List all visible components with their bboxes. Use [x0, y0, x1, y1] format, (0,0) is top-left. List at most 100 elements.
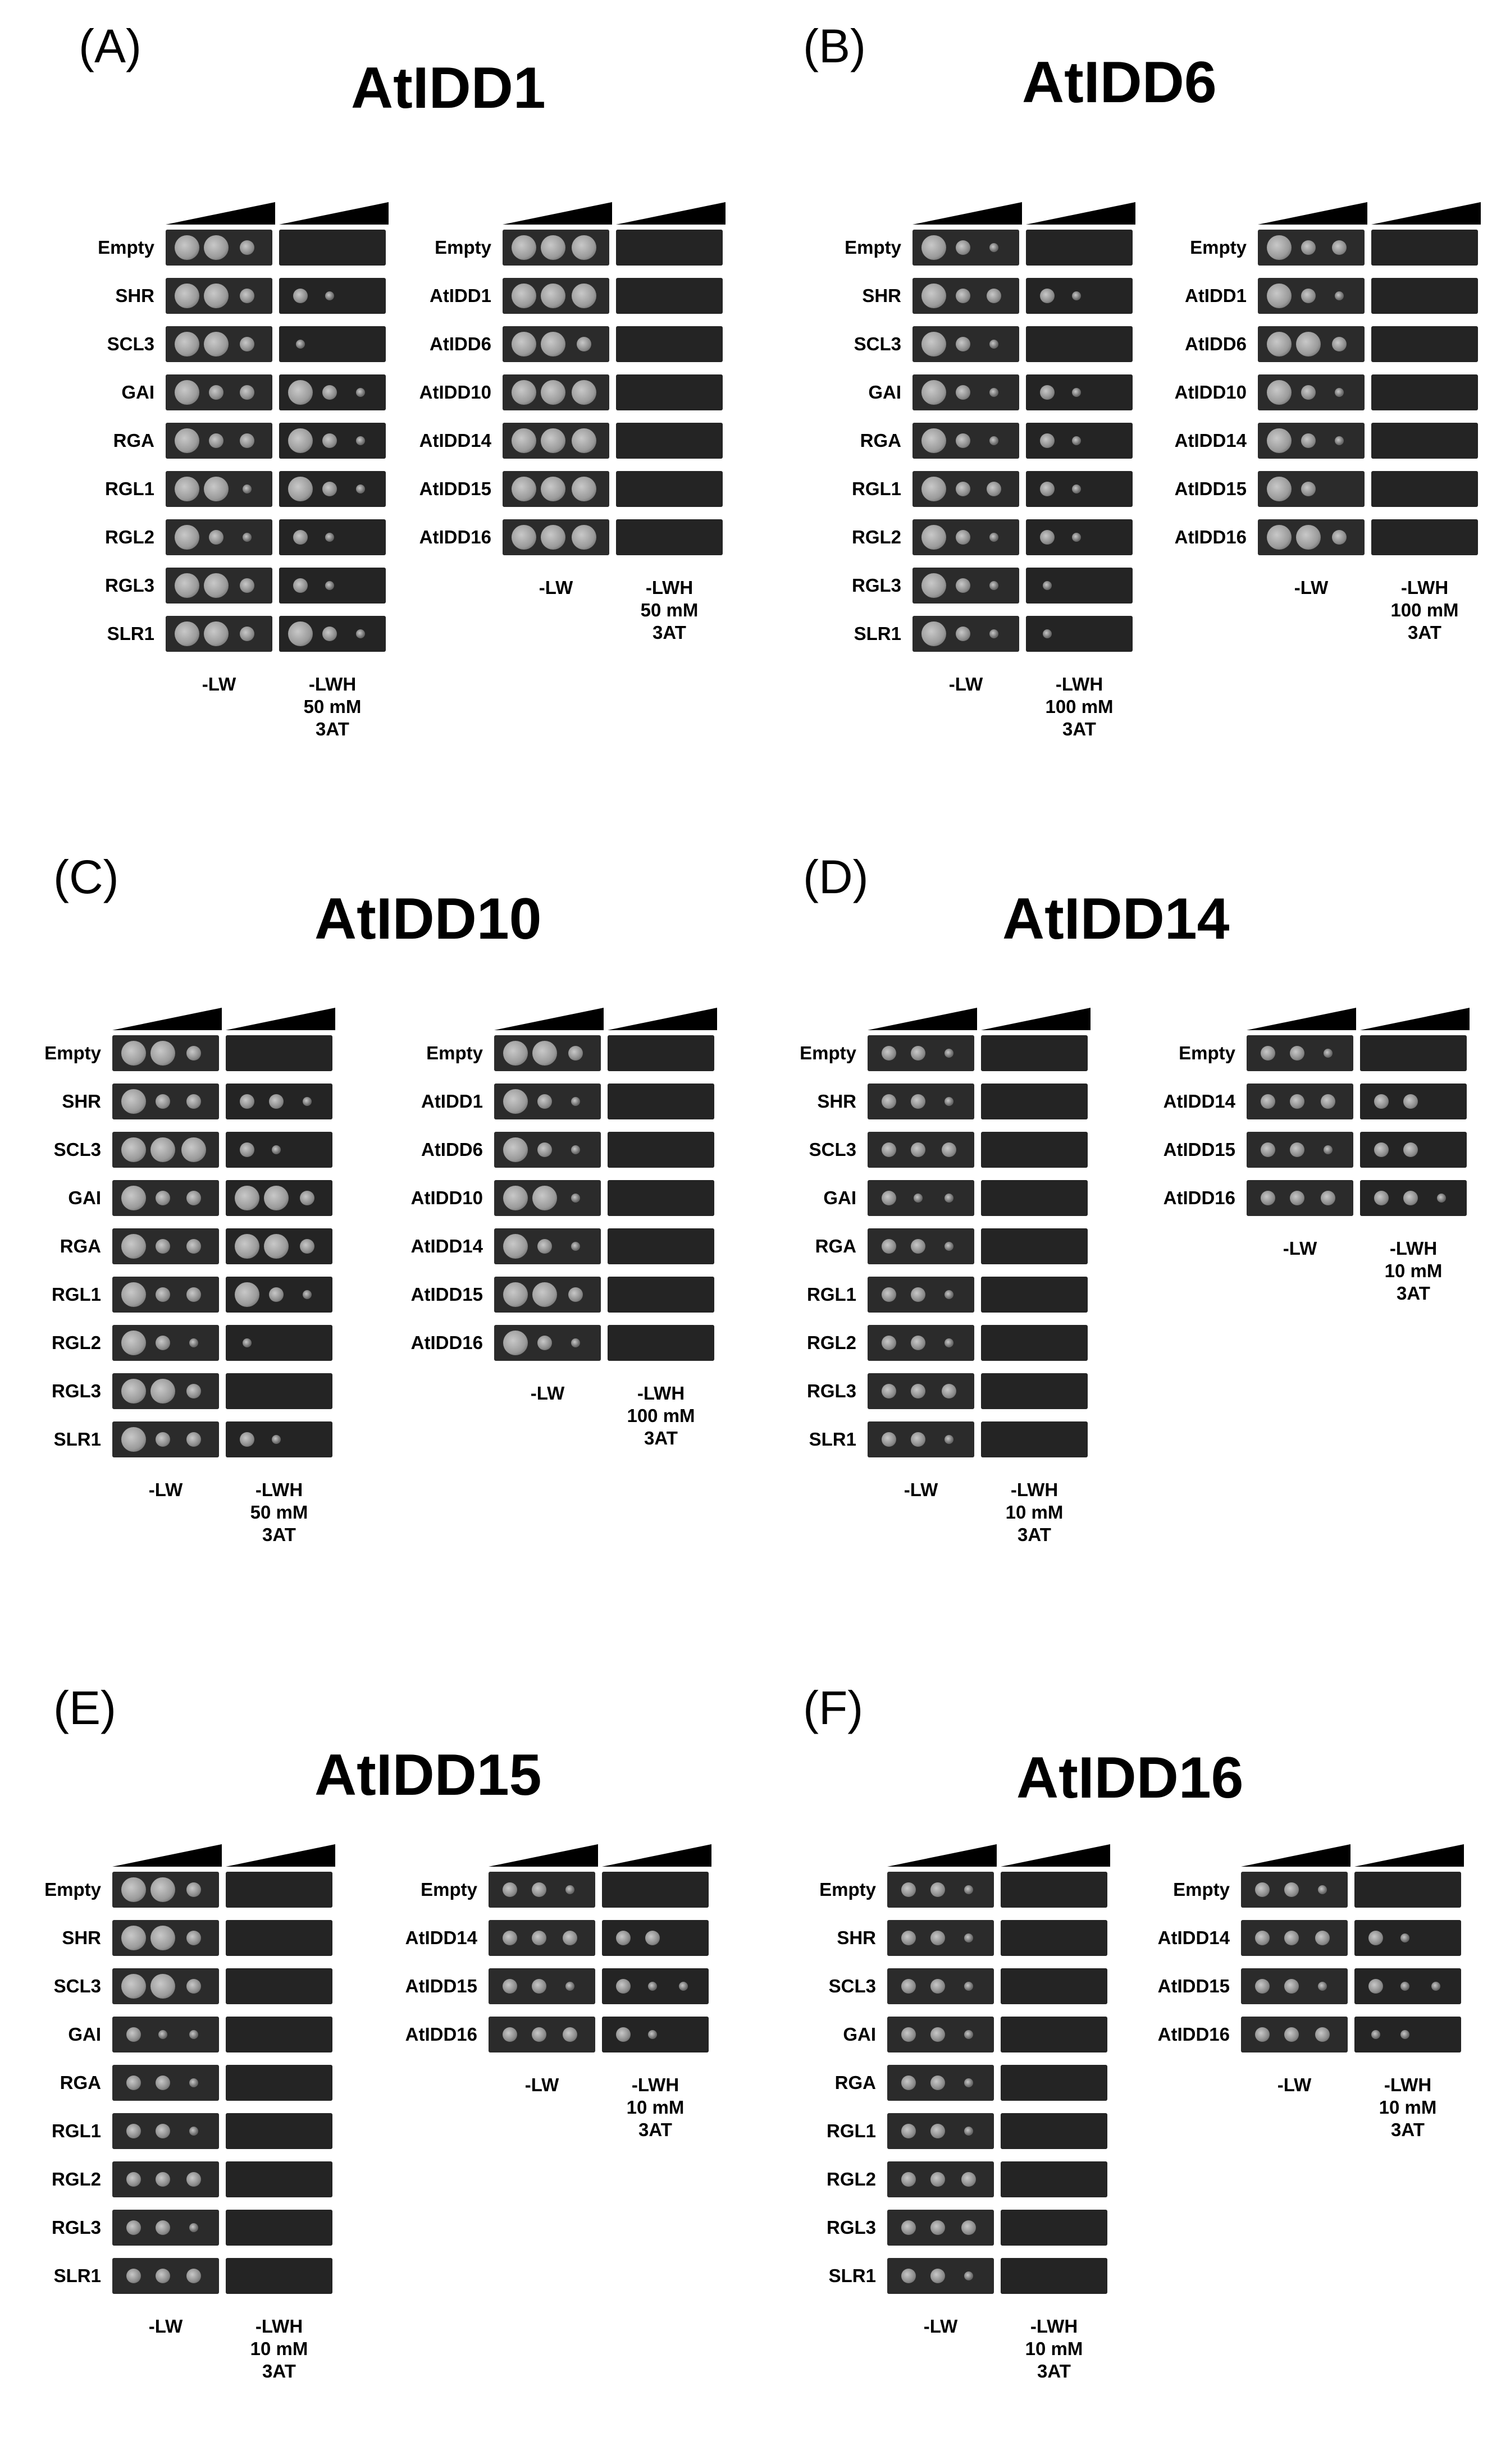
- yeast-colony-spot: [1040, 482, 1055, 496]
- lw-plate: [1247, 1084, 1353, 1119]
- yeast-colony-spot: [264, 1186, 289, 1210]
- yeast-colony-spot: [571, 1194, 580, 1203]
- yeast-colony-spot: [921, 525, 946, 550]
- lw-plate: [166, 230, 272, 266]
- lwh-3at-concentration-label: 100 mM 3AT: [1390, 600, 1459, 643]
- row-label: SLR1: [854, 623, 901, 644]
- lw-plate: [112, 1132, 219, 1168]
- lw-plate: [112, 1325, 219, 1361]
- yeast-colony-spot: [616, 1979, 631, 1994]
- yeast-colony-spot: [288, 428, 313, 453]
- panel-letter: (C): [53, 851, 119, 903]
- lw-plate: [503, 471, 609, 507]
- dilution-wedge-icon: [226, 1844, 335, 1867]
- yeast-colony-spot: [503, 1089, 528, 1114]
- lw-plate: [112, 2113, 219, 2149]
- lwh-plate: [981, 1132, 1088, 1168]
- yeast-colony-spot: [537, 1142, 552, 1157]
- lwh-plate: [1371, 423, 1478, 459]
- lw-plate: [166, 471, 272, 507]
- row-label: SHR: [62, 1927, 101, 1948]
- yeast-colony-spot: [1267, 428, 1292, 453]
- yeast-colony-spot: [945, 1242, 953, 1251]
- spot-assay-row: RGL3: [45, 565, 386, 606]
- yeast-colony-spot: [322, 482, 337, 496]
- spot-assay-row: Empty: [1134, 1869, 1461, 1910]
- yeast-colony-spot: [1040, 530, 1055, 545]
- yeast-colony-spot: [1324, 1049, 1333, 1058]
- yeast-colony-spot: [503, 1931, 517, 1945]
- yeast-colony-spot: [186, 1931, 201, 1945]
- yeast-colony-spot: [322, 433, 337, 448]
- yeast-colony-spot: [121, 1282, 146, 1307]
- yeast-colony-spot: [175, 525, 199, 550]
- yeast-colony-spot: [156, 2172, 170, 2187]
- row-label: SLR1: [809, 1429, 856, 1450]
- yeast-colony-spot: [303, 1097, 312, 1106]
- yeast-colony-spot: [156, 1094, 170, 1109]
- row-label: RGL1: [51, 1284, 101, 1305]
- lwh-plate: [1026, 568, 1133, 604]
- lw-plate: [887, 1872, 994, 1908]
- yeast-colony-spot: [1255, 1979, 1270, 1994]
- lwh-plate: [981, 1421, 1088, 1457]
- lw-plate: [112, 1084, 219, 1119]
- yeast-colony-spot: [989, 436, 998, 445]
- yeast-colony-spot: [964, 2078, 973, 2087]
- yeast-colony-spot: [942, 1384, 956, 1398]
- yeast-colony-spot: [616, 2027, 631, 2042]
- spot-assay-row: AtIDD1: [387, 1081, 714, 1122]
- spot-assay-row: AtIDD16: [396, 517, 723, 557]
- yeast-colony-spot: [921, 284, 946, 308]
- yeast-colony-spot: [956, 530, 970, 545]
- panel-letter: (F): [803, 1681, 864, 1734]
- lwh-plate: [1371, 326, 1478, 362]
- yeast-colony-spot: [186, 1979, 201, 1994]
- lwh-plate: [279, 423, 386, 459]
- yeast-colony-spot: [1301, 482, 1316, 496]
- lwh-3at-concentration-label: 10 mM 3AT: [626, 2097, 685, 2140]
- lwh-plate: [226, 1968, 332, 2004]
- yeast-colony-spot: [243, 533, 252, 542]
- yeast-colony-spot: [989, 629, 998, 638]
- lw-condition-label: -LW: [539, 577, 573, 598]
- yeast-colony-spot: [503, 1882, 517, 1897]
- spot-assay-row: SHR: [781, 1918, 1107, 1958]
- spot-assay-row: GAI: [781, 2014, 1107, 2055]
- spot-assay-row: SLR1: [22, 2256, 332, 2296]
- lwh-plate: [608, 1180, 714, 1216]
- yeast-colony-spot: [1284, 1931, 1299, 1945]
- yeast-colony-spot: [989, 243, 998, 252]
- row-label: Empty: [819, 1879, 876, 1900]
- yeast-colony-spot: [1267, 525, 1292, 550]
- yeast-colony-spot: [911, 1287, 925, 1302]
- lwh-plate: [1001, 1920, 1107, 1956]
- lw-plate: [887, 1920, 994, 1956]
- lwh-plate: [1026, 616, 1133, 652]
- yeast-colony-spot: [325, 291, 334, 300]
- spot-assay-row: SHR: [792, 276, 1133, 316]
- lw-plate: [494, 1180, 601, 1216]
- dilution-wedge-icon: [1026, 202, 1135, 225]
- yeast-colony-spot: [1324, 1145, 1333, 1154]
- yeast-colony-spot: [882, 1191, 896, 1205]
- spot-assay-row: AtIDD15: [1134, 1966, 1461, 2006]
- dilution-wedge-icon: [981, 1008, 1091, 1030]
- yeast-colony-spot: [901, 1931, 916, 1945]
- yeast-colony-spot: [121, 1974, 146, 1999]
- yeast-colony-spot: [356, 436, 365, 445]
- lw-condition-label: -LW: [904, 1479, 938, 1500]
- lw-condition-label: -LW: [1294, 577, 1329, 598]
- spot-assay-row: RGL2: [45, 517, 386, 557]
- yeast-colony-spot: [568, 1287, 583, 1302]
- lw-plate: [166, 374, 272, 410]
- yeast-colony-spot: [1267, 235, 1292, 260]
- yeast-colony-spot: [156, 2220, 170, 2235]
- yeast-colony-spot: [240, 1142, 254, 1157]
- lw-plate: [112, 2161, 219, 2197]
- yeast-colony-spot: [512, 428, 536, 453]
- lwh-plate: [226, 2161, 332, 2197]
- lwh-plate: [616, 278, 723, 314]
- yeast-colony-spot: [189, 2030, 198, 2039]
- yeast-colony-spot: [1400, 1982, 1409, 1991]
